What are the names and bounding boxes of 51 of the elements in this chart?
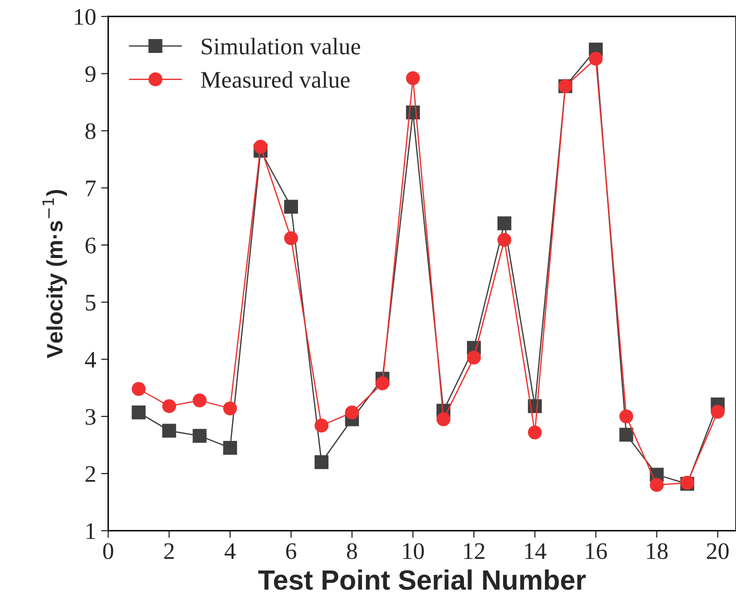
point xyxy=(192,428,207,443)
point xyxy=(406,71,420,86)
y-axis-title: Velocity (m·s$^{−1}$) xyxy=(42,190,68,358)
point xyxy=(619,428,634,442)
y-tick-label: 10 xyxy=(74,8,96,25)
point xyxy=(254,140,268,154)
point xyxy=(650,478,664,492)
point xyxy=(376,376,390,390)
point xyxy=(345,405,359,420)
point xyxy=(284,200,298,214)
point xyxy=(223,401,238,416)
point xyxy=(162,424,176,438)
x-tick-label: 2 xyxy=(164,543,174,559)
point xyxy=(497,232,512,247)
legend-label: Simulation value xyxy=(202,38,360,54)
y-tick-label: 9 xyxy=(85,66,96,82)
point xyxy=(132,405,146,420)
x-tick-label: 18 xyxy=(647,543,668,560)
x-tick-label: 20 xyxy=(706,543,729,560)
y-tick-label: 2 xyxy=(86,466,96,482)
y-tick-label: 8 xyxy=(85,123,96,140)
point xyxy=(497,216,512,230)
point xyxy=(192,393,207,408)
point xyxy=(528,425,542,440)
point xyxy=(466,350,481,365)
y-tick-label: 3 xyxy=(86,408,96,425)
y-tick-label: 1 xyxy=(86,523,95,539)
point xyxy=(132,382,146,396)
point xyxy=(588,52,603,66)
y-tick-label: 7 xyxy=(86,180,96,196)
point xyxy=(436,412,450,426)
point xyxy=(619,409,634,424)
point xyxy=(162,399,176,414)
x-tick-label: 16 xyxy=(586,543,607,560)
x-tick-label: 10 xyxy=(403,543,424,560)
point xyxy=(710,404,725,419)
x-tick-label: 8 xyxy=(347,543,358,560)
point xyxy=(314,455,328,470)
legend-label: Measured value xyxy=(200,71,350,88)
y-tick-label: 5 xyxy=(86,294,96,311)
x-tick-label: 0 xyxy=(103,543,114,560)
point xyxy=(223,440,238,455)
point xyxy=(314,418,328,433)
y-tick-label: 6 xyxy=(86,238,96,254)
x-tick-label: 12 xyxy=(464,543,484,559)
point xyxy=(284,231,298,246)
x-axis-title: Test Point Serial Number xyxy=(258,569,586,590)
x-tick-label: 4 xyxy=(224,543,236,559)
y-tick-label: 4 xyxy=(85,352,96,368)
x-tick-label: 14 xyxy=(525,543,546,559)
x-tick-label: 6 xyxy=(286,543,296,560)
